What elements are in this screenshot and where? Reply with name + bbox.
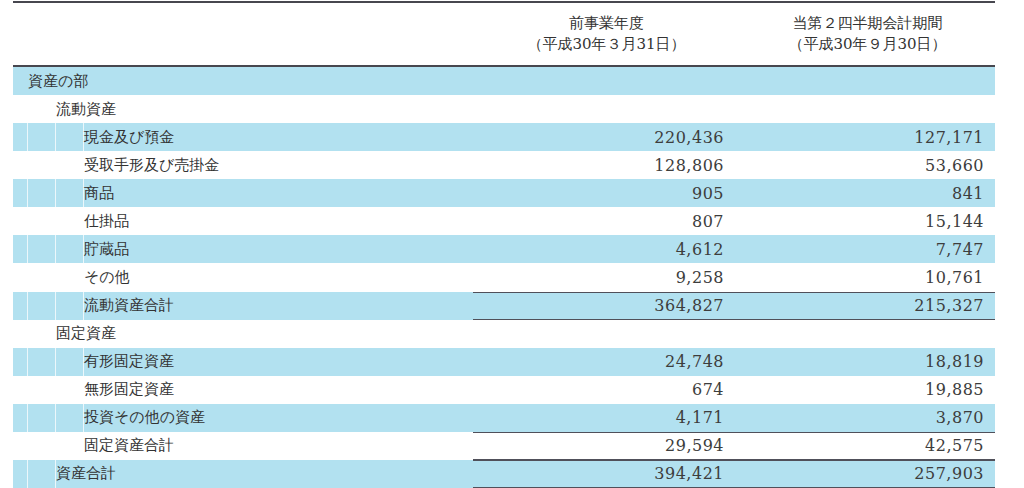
- value-current-q2: 18,819: [740, 352, 995, 371]
- value-prev-year: 674: [473, 380, 740, 399]
- value-prev-year: 905: [473, 184, 740, 203]
- header-current-q2-period-title: 当第２四半期会計期間: [740, 13, 995, 34]
- value-current-q2: 10,761: [740, 268, 995, 287]
- table-row-tangible-fixed-assets: 有形固定資産 24,748 18,819: [13, 348, 995, 376]
- table-row-other-current-assets: その他 9,258 10,761: [13, 263, 995, 291]
- table-body: 資産の部 流動資産 現金及び預金 220,436 127,171 受取手形及び売…: [13, 67, 995, 488]
- value-prev-year: 220,436: [473, 128, 740, 147]
- row-label: 受取手形及び売掛金: [13, 156, 219, 175]
- row-label: 資産の部: [13, 72, 88, 91]
- value-prev-year: 364,827: [473, 296, 740, 315]
- header-current-q2-period-date: （平成30年９月30日）: [740, 34, 995, 55]
- table-row-total-current-assets: 流動資産合計 364,827 215,327: [13, 292, 995, 320]
- table-row-investments-and-other-assets: 投資その他の資産 4,171 3,870: [13, 404, 995, 432]
- table-row-current-assets: 流動資産: [13, 95, 995, 123]
- row-label: 仕掛品: [13, 212, 129, 231]
- row-label: 投資その他の資産: [13, 408, 205, 427]
- row-label: 流動資産: [13, 100, 116, 119]
- table-row-work-in-process: 仕掛品 807 15,144: [13, 207, 995, 235]
- table-row-notes-and-accounts-receivable: 受取手形及び売掛金 128,806 53,660: [13, 151, 995, 179]
- row-label: 資産合計: [13, 464, 116, 483]
- header-prev-fiscal-year-date: （平成30年３月31日）: [473, 34, 740, 55]
- table-row-merchandise: 商品 905 841: [13, 179, 995, 207]
- value-current-q2: 42,575: [740, 436, 995, 455]
- row-label: 有形固定資産: [13, 352, 174, 371]
- value-current-q2: 53,660: [740, 156, 995, 175]
- row-label: 固定資産: [13, 324, 116, 343]
- header-prev-fiscal-year-title: 前事業年度: [473, 13, 740, 34]
- table-row-supplies: 貯蔵品 4,612 7,747: [13, 235, 995, 263]
- balance-sheet-assets-table: 前事業年度 （平成30年３月31日） 当第２四半期会計期間 （平成30年９月30…: [13, 1, 995, 488]
- value-prev-year: 4,612: [473, 240, 740, 259]
- header-prev-fiscal-year: 前事業年度 （平成30年３月31日）: [473, 13, 740, 55]
- row-label: 無形固定資産: [13, 380, 174, 399]
- value-current-q2: 215,327: [740, 296, 995, 315]
- table-row-cash-and-deposits: 現金及び預金 220,436 127,171: [13, 123, 995, 151]
- value-prev-year: 24,748: [473, 352, 740, 371]
- value-prev-year: 9,258: [473, 268, 740, 287]
- value-current-q2: 841: [740, 184, 995, 203]
- row-label: 貯蔵品: [13, 240, 129, 259]
- value-current-q2: 19,885: [740, 380, 995, 399]
- value-prev-year: 807: [473, 212, 740, 231]
- value-current-q2: 15,144: [740, 212, 995, 231]
- table-row-noncurrent-assets: 固定資産: [13, 320, 995, 348]
- value-current-q2: 257,903: [740, 464, 995, 483]
- row-label: 固定資産合計: [13, 436, 174, 455]
- value-current-q2: 127,171: [740, 128, 995, 147]
- table-row-assets-section: 資産の部: [13, 67, 995, 95]
- table-row-total-noncurrent-assets: 固定資産合計 29,594 42,575: [13, 432, 995, 460]
- value-prev-year: 4,171: [473, 408, 740, 427]
- row-label: 商品: [13, 184, 114, 203]
- row-label: その他: [13, 268, 130, 287]
- table-header: 前事業年度 （平成30年３月31日） 当第２四半期会計期間 （平成30年９月30…: [13, 1, 995, 67]
- value-current-q2: 7,747: [740, 240, 995, 259]
- header-current-q2-period: 当第２四半期会計期間 （平成30年９月30日）: [740, 13, 995, 55]
- row-label: 流動資産合計: [13, 296, 174, 315]
- value-prev-year: 394,421: [473, 464, 740, 483]
- row-label: 現金及び預金: [13, 128, 174, 147]
- value-prev-year: 128,806: [473, 156, 740, 175]
- value-prev-year: 29,594: [473, 436, 740, 455]
- table-row-intangible-fixed-assets: 無形固定資産 674 19,885: [13, 376, 995, 404]
- table-row-total-assets: 資産合計 394,421 257,903: [13, 460, 995, 488]
- value-current-q2: 3,870: [740, 408, 995, 427]
